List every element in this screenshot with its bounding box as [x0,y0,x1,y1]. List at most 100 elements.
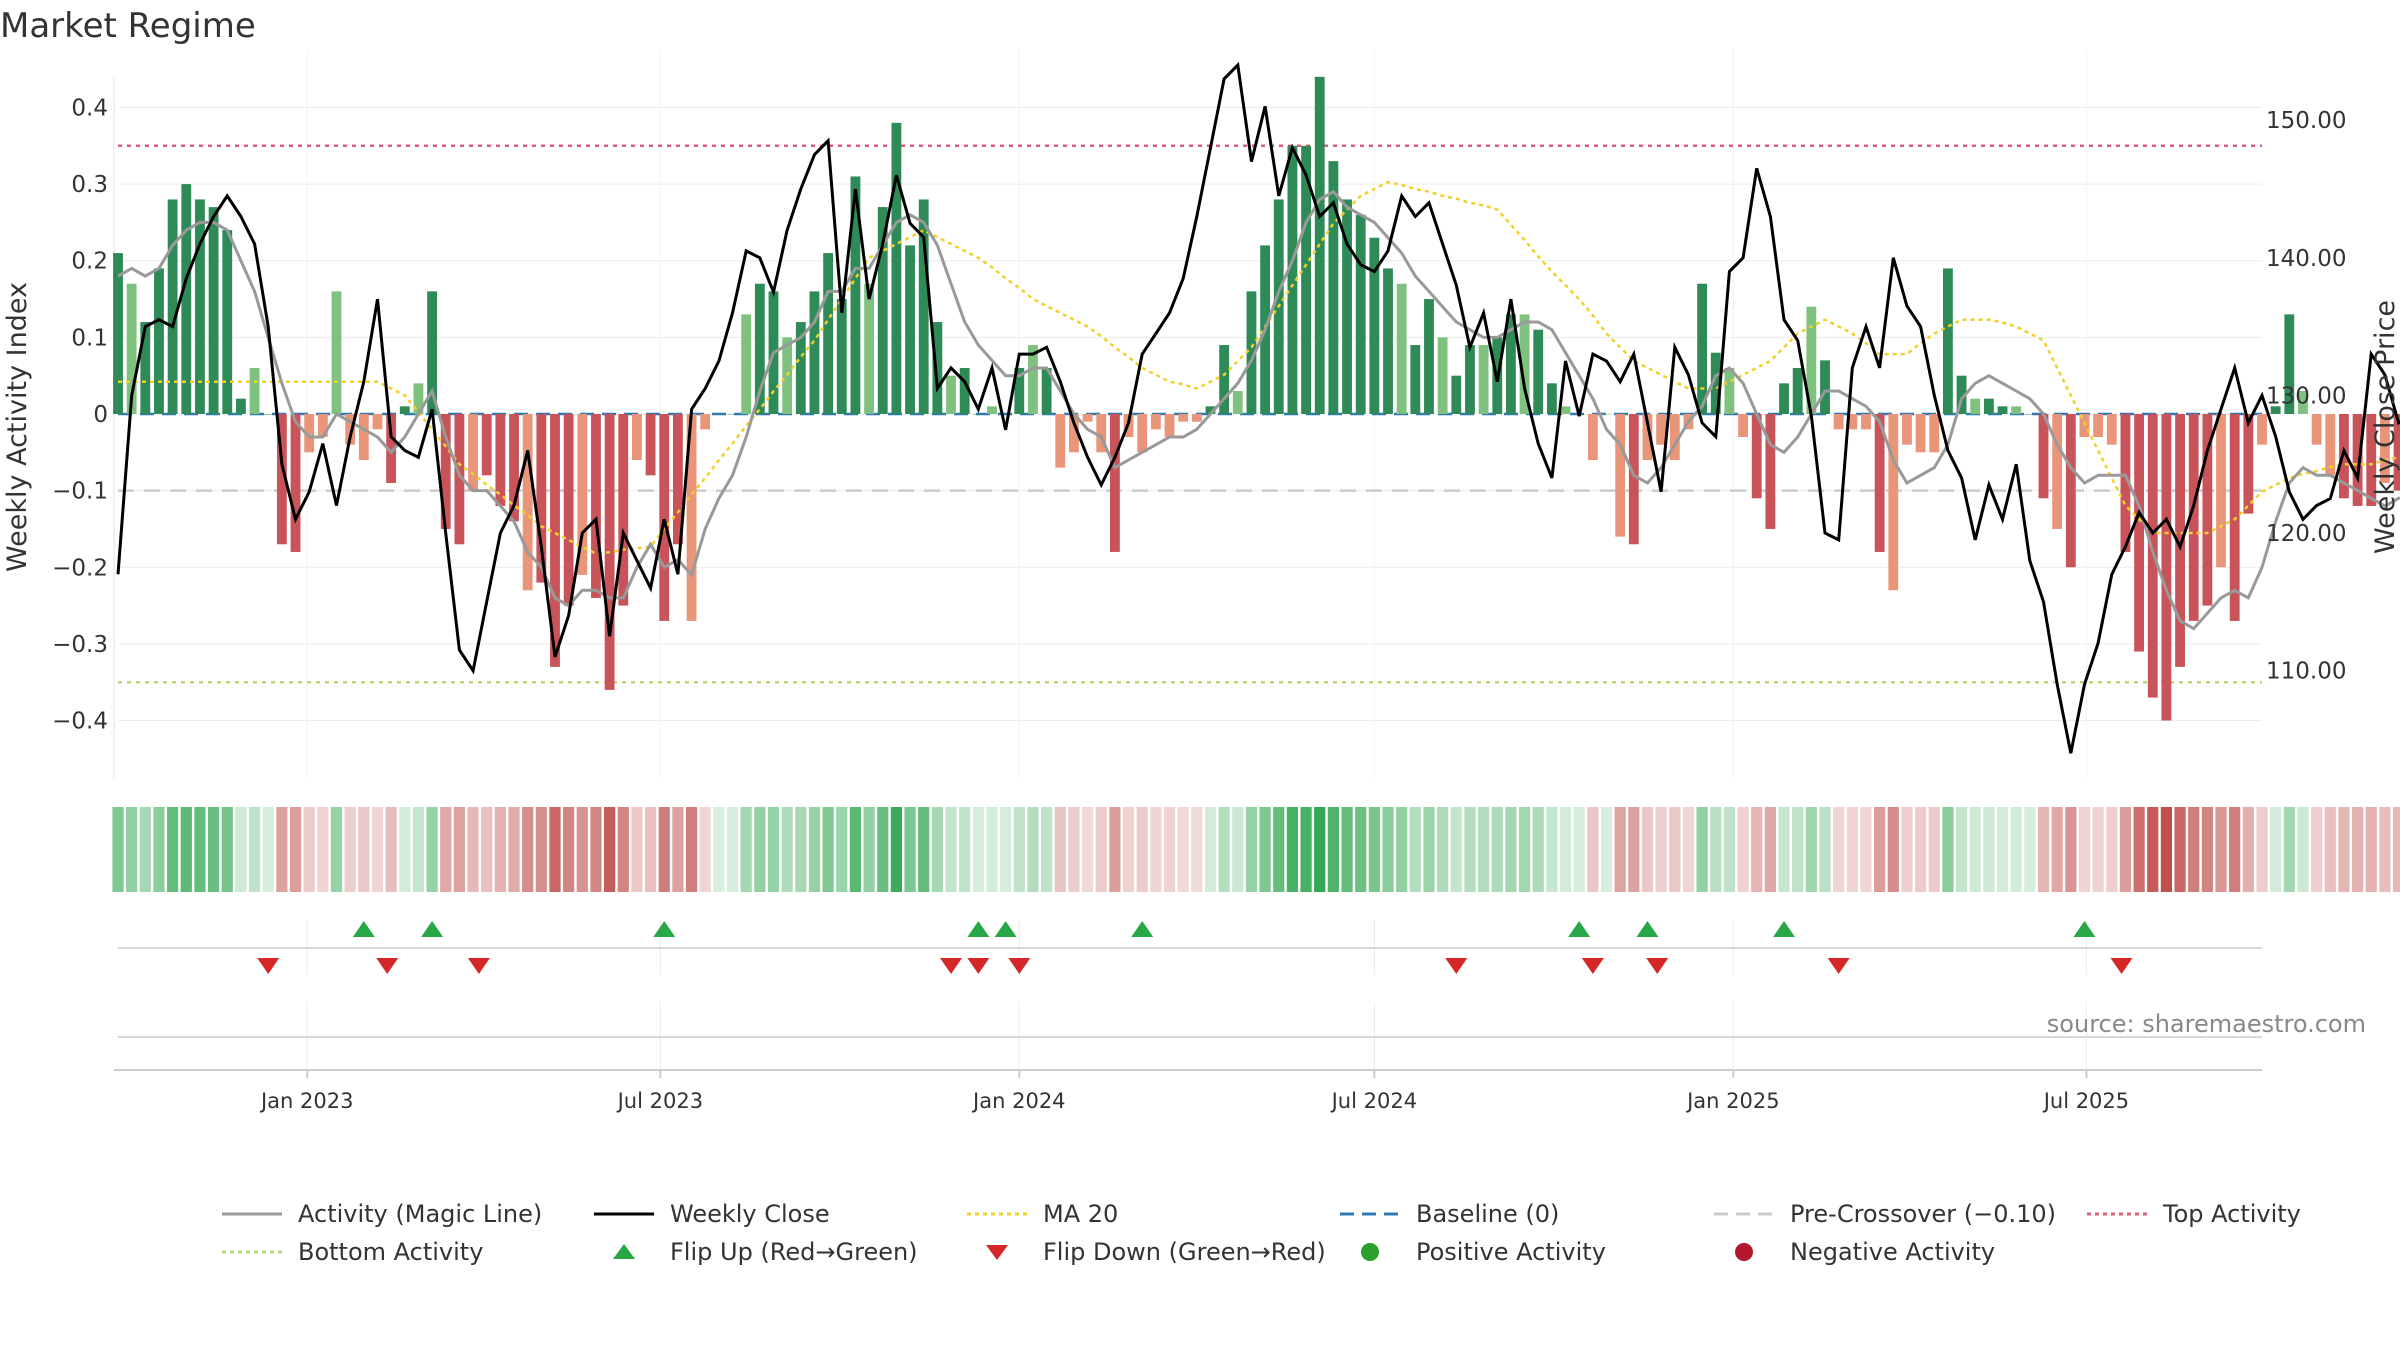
activity-bar [1902,414,1912,445]
activity-bar [1519,314,1530,414]
legend-item: Positive Activity [1338,1238,1606,1266]
y2-axis-title: Weekly Close Price [2370,300,2400,554]
legend-swatch [592,1204,656,1224]
activity-bar [645,414,656,476]
heat-cell [1778,807,1790,892]
legend-item: Negative Activity [1712,1238,1995,1266]
heat-cell [604,807,616,892]
activity-bar [850,176,861,414]
heat-cell [1027,807,1039,892]
legend-label: Activity (Magic Line) [298,1200,543,1228]
activity-bar [2257,414,2267,445]
heat-cell [508,807,520,892]
series-lines [116,61,2400,754]
heat-cell [2365,807,2377,892]
flip-up-marker [352,921,375,937]
x-tick-label: Jul 2025 [2042,1089,2129,1113]
legend: Activity (Magic Line) Weekly Close MA 20 Ba… [0,1200,2400,1290]
legend-item: MA 20 [965,1200,1118,1228]
heat-cell [1914,807,1927,892]
legend-swatch [592,1242,656,1262]
flip-up-marker [994,921,1017,937]
heat-cell [658,807,670,892]
activity-bar [877,207,888,414]
heat-cell [1464,807,1476,892]
legend-swatch [965,1204,1029,1224]
activity-bar [1232,391,1243,414]
activity-bar [1751,414,1762,499]
heat-cell [2351,807,2364,892]
activity-bar [1724,368,1735,414]
activity-bar [1396,283,1407,414]
heat-cell [1874,807,1886,892]
activity-bar [1506,314,1516,414]
heat-cell [126,807,138,892]
activity-bar [577,414,588,575]
heat-cell [631,807,643,892]
heat-cell [808,807,821,892]
heat-cell [1382,807,1394,892]
activity-bar [2243,414,2254,514]
heat-cell [1655,807,1667,892]
heat-cell [2270,807,2282,892]
legend-label: Bottom Activity [298,1238,484,1266]
activity-bar [2366,414,2377,506]
heat-cell [904,807,916,892]
activity-bar [1970,398,1981,414]
activity-bar [686,414,697,621]
activity-bar [1738,414,1748,437]
heat-cell [412,807,425,892]
legend-swatch [2085,1204,2149,1224]
heat-cell [986,807,998,892]
heat-cell [2201,807,2213,892]
activity-bar [1478,345,1489,414]
heat-cell [317,807,329,892]
heat-cell [276,807,288,892]
legend-item: Pre-Crossover (−0.10) [1712,1200,2056,1228]
heat-cell [453,807,466,892]
heat-cell [822,807,834,892]
x-tick-label: Jan 2024 [971,1089,1066,1113]
heat-cell [1013,807,1025,892]
activity-bar [1383,268,1393,414]
flip-down-marker [1646,958,1669,974]
axes [113,78,2262,1071]
activity-bar [126,283,137,414]
activity-bar [1465,345,1475,414]
heat-cell [1942,807,1954,892]
heat-cell [1887,807,1899,892]
activity-bar [345,414,356,445]
activity-bar [2175,414,2185,667]
heat-cell [535,807,547,892]
heat-cell [426,807,438,892]
x-tick-label: Jan 2025 [1685,1089,1780,1113]
activity-bar [1424,299,1434,414]
heat-cell [2010,807,2022,892]
heat-cell [918,807,930,892]
activity-bar [1710,352,1721,414]
heat-cell [1928,807,1940,892]
activity-bar [1301,145,1311,414]
heat-cell [153,807,165,892]
heat-cell [1396,807,1408,892]
heat-cell [2133,807,2145,892]
heat-cell [494,807,506,892]
legend-swatch [965,1242,1029,1262]
heat-cell [781,807,793,892]
heat-cell [1901,807,1913,892]
heat-cell [795,807,807,892]
heat-cell [2106,807,2118,892]
legend-swatch [1338,1242,1402,1262]
activity-bar [700,414,711,430]
activity-bar [1369,237,1380,414]
activity-bar [1205,406,1216,414]
activity-bar [154,268,164,414]
heat-cell [2283,807,2295,892]
activity-bar [2024,414,2035,415]
activity-bar [1246,291,1257,414]
activity-bar [1328,161,1339,414]
heat-cell [1327,807,1339,892]
activity-bar [2352,414,2363,506]
axis-labels: 0.4 0.3 0.2 0.1 0 −0.1 −0.2 −0.3 −0.4 150.00 140.0… [2,95,2400,1113]
flip-up-marker [967,921,990,937]
